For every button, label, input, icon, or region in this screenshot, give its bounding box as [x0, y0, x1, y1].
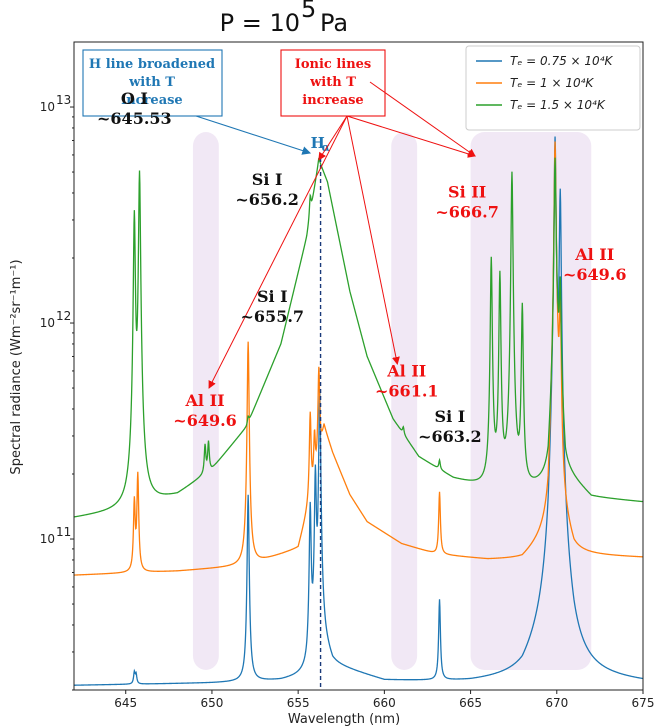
series-group [74, 136, 643, 686]
title: P = 10 5 Pa [220, 0, 349, 37]
y-tick-label-0: 10 [40, 532, 55, 546]
arrow-red-1 [208, 115, 348, 389]
y-axis-label: Spectral radiance (Wm⁻²sr⁻¹m⁻¹) [9, 259, 24, 474]
x-tick-label-5: 670 [545, 696, 568, 710]
annotation-oi-name: O I [121, 89, 148, 108]
x-tick-label-6: 675 [632, 696, 655, 710]
callout-box-blue [82, 49, 223, 117]
y-tick-exp-0: 11 [56, 525, 71, 539]
callout-blue-line-2: increase [121, 93, 182, 108]
annotation-si1-655-name: Si I [257, 287, 288, 306]
annotation-si1-663-wavelength: ~663.2 [418, 427, 482, 446]
legend: Tₑ = 0.75 × 10⁴K Tₑ = 1 × 10⁴K Tₑ = 1.5 × … [465, 45, 641, 131]
legend-label-1: Tₑ = 1 × 10⁴K [510, 76, 594, 90]
callout-red-line-1: with T [309, 75, 356, 90]
annotation-al2-right-name: Al II [574, 245, 614, 264]
y-tick-label-1: 10 [40, 316, 55, 330]
annotation-oi-wavelength: ~645.53 [97, 109, 172, 128]
annotation-al2-left-name: Al II [185, 391, 225, 410]
y-tick-label-2: 10 [40, 100, 55, 114]
arrow-red-2 [346, 115, 400, 365]
annotation-si1-663-name: Si I [435, 407, 466, 426]
annotation-al2-left-wavelength: ~649.6 [173, 411, 237, 430]
x-tick-label-2: 655 [287, 696, 310, 710]
callout-blue-line-1: with T [128, 75, 175, 90]
callout-ionic: Ionic lines with T increase [280, 49, 386, 117]
annotation-si2-wavelength: ~666.7 [435, 203, 499, 222]
y-tick-exp-1: 12 [56, 309, 71, 323]
axes-frame [73, 41, 644, 691]
legend-label-0: Tₑ = 0.75 × 10⁴K [510, 54, 614, 68]
callout-blue-line-0: H line broadened [89, 57, 215, 72]
series-line-2 [74, 157, 643, 518]
annotation-si1-655-wavelength: ~655.7 [241, 307, 305, 326]
chart-title-exponent: 5 [301, 0, 316, 23]
annotation-al2-mid-name: Al II [386, 361, 426, 380]
x-tick-label-3: 660 [373, 696, 396, 710]
arrow-red-siii [369, 81, 476, 157]
x-axis-label: Wavelength (nm) [288, 712, 400, 727]
annotation-al2-right-wavelength: ~649.6 [563, 265, 627, 284]
h-alpha-subscript: α [322, 141, 331, 154]
arrow-red-3 [346, 115, 476, 158]
arrow-red-0 [318, 115, 348, 161]
y-tick-exp-2: 13 [56, 93, 71, 107]
annotation-si1-656-wavelength: ~656.2 [235, 190, 299, 209]
arrow-blue [195, 115, 312, 155]
h-alpha-label: H [311, 134, 325, 152]
annotation-si2-name: Si II [448, 183, 486, 202]
annotation-si1-656-name: Si I [252, 170, 283, 189]
legend-box [465, 45, 641, 131]
annotation-al2-mid-wavelength: ~661.1 [375, 381, 439, 400]
callout-red-line-0: Ionic lines [295, 57, 372, 72]
x-tick-label-1: 650 [200, 696, 223, 710]
legend-label-2: Tₑ = 1.5 × 10⁴K [510, 98, 606, 112]
shaded-region-1 [391, 132, 418, 670]
chart-title-unit: Pa [320, 9, 348, 37]
series-line-1 [74, 141, 643, 576]
shaded-region-0 [192, 132, 219, 670]
chart-title: P = 10 [220, 9, 300, 37]
series-line-0 [74, 136, 643, 686]
callout-red-line-2: increase [302, 93, 363, 108]
x-tick-label-4: 665 [459, 696, 482, 710]
x-tick-label-0: 645 [114, 696, 137, 710]
callout-box-red [280, 49, 386, 117]
callout-h-line: H line broadened with T increase [82, 49, 223, 117]
